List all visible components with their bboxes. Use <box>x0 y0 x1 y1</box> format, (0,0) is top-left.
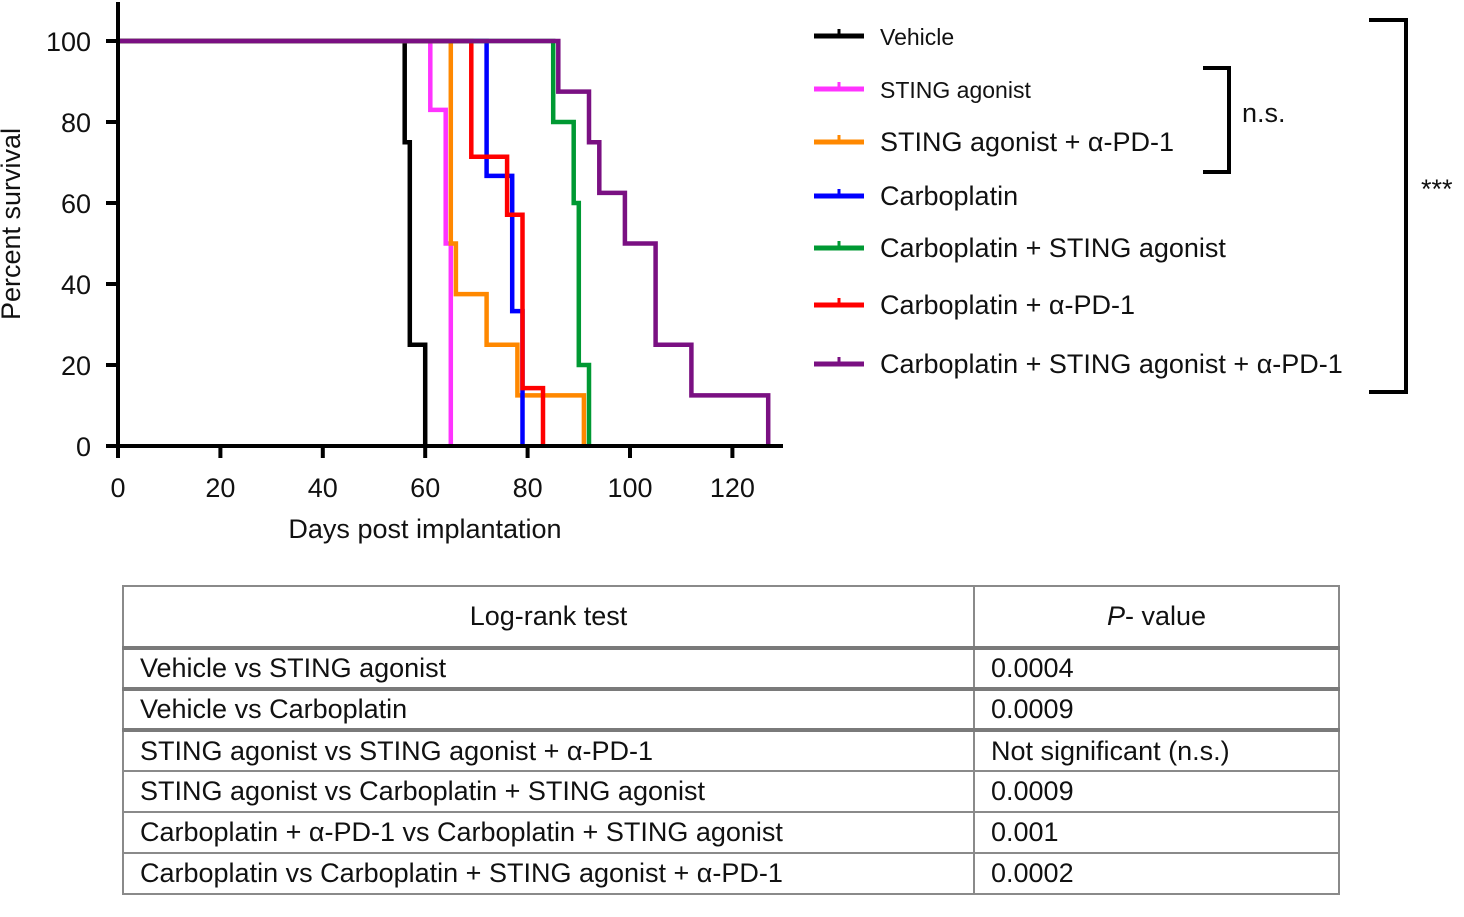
test-cell: Vehicle vs Carboplatin <box>122 687 975 731</box>
ns-bracket <box>1203 66 1231 174</box>
test-cell: Carboplatin vs Carboplatin + STING agoni… <box>122 852 975 895</box>
ticks: 0 20 40 60 80 100 120 0 20 40 60 80 100 <box>46 27 755 503</box>
legend-label: Carboplatin + α-PD-1 <box>880 290 1135 320</box>
series-line-2 <box>118 38 587 446</box>
y-tick-label: 80 <box>61 108 91 138</box>
plot-lines <box>118 38 771 446</box>
pvalue-cell: 0.0009 <box>973 687 1340 731</box>
stars-label: *** <box>1421 174 1453 204</box>
survival-chart: 0 20 40 60 80 100 120 0 20 40 60 80 100 Days post im… <box>0 2 1453 544</box>
series-line-6 <box>118 38 771 446</box>
x-tick-label: 20 <box>205 473 235 503</box>
pvalue-cell: 0.0009 <box>973 770 1340 813</box>
stars-bracket <box>1369 18 1408 394</box>
logrank-table-container: Log-rank test P- value Vehicle vs STING … <box>122 585 1340 895</box>
x-tick-label: 40 <box>308 473 338 503</box>
header-test: Log-rank test <box>122 585 975 649</box>
header-p-italic: P <box>1106 601 1125 631</box>
ns-label: n.s. <box>1242 98 1286 128</box>
logrank-table: Log-rank test P- value Vehicle vs STING … <box>122 585 1340 895</box>
table-row: STING agonist vs Carboplatin + STING ago… <box>122 770 1340 813</box>
legend-label: Carboplatin <box>880 181 1018 211</box>
x-tick-label: 60 <box>410 473 440 503</box>
legend-label: STING agonist <box>880 77 1031 103</box>
table-row: Vehicle vs STING agonist 0.0004 <box>122 646 1340 690</box>
y-tick-label: 60 <box>61 189 91 219</box>
y-tick-label: 0 <box>76 432 91 462</box>
table-row: STING agonist vs STING agonist + α-PD-1 … <box>122 728 1340 772</box>
table-row: Carboplatin + α-PD-1 vs Carboplatin + ST… <box>122 811 1340 854</box>
x-tick-label: 80 <box>513 473 543 503</box>
x-tick-label: 0 <box>110 473 125 503</box>
x-tick-label: 120 <box>710 473 755 503</box>
x-tick-label: 100 <box>607 473 652 503</box>
series-line-0 <box>118 38 428 446</box>
test-cell: STING agonist vs STING agonist + α-PD-1 <box>122 728 975 772</box>
pvalue-cell: Not significant (n.s.) <box>973 728 1340 772</box>
y-tick-label: 100 <box>46 27 91 57</box>
table-row: Vehicle vs Carboplatin 0.0009 <box>122 687 1340 731</box>
header-pvalue: P- value <box>973 585 1340 649</box>
pvalue-cell: 0.001 <box>973 811 1340 854</box>
legend-label: Carboplatin + STING agonist + α-PD-1 <box>880 349 1343 379</box>
test-cell: Carboplatin + α-PD-1 vs Carboplatin + ST… <box>122 811 975 854</box>
legend-label: STING agonist + α-PD-1 <box>880 127 1174 157</box>
y-tick-label: 20 <box>61 351 91 381</box>
legend: Vehicle STING agonist STING agonist + α-PD… <box>814 24 1343 379</box>
test-cell: Vehicle vs STING agonist <box>122 646 975 690</box>
series-line-3 <box>118 38 525 446</box>
series-line-4 <box>118 38 592 446</box>
pvalue-cell: 0.0004 <box>973 646 1340 690</box>
y-tick-label: 40 <box>61 270 91 300</box>
header-p-rest: - value <box>1124 601 1207 631</box>
pvalue-cell: 0.0002 <box>973 852 1340 895</box>
y-axis-label: Percent survival <box>0 128 26 320</box>
axes <box>116 2 783 448</box>
table-header-row: Log-rank test P- value <box>122 585 1340 649</box>
test-cell: STING agonist vs Carboplatin + STING ago… <box>122 770 975 813</box>
legend-label: Vehicle <box>880 24 954 50</box>
legend-label: Carboplatin + STING agonist <box>880 233 1226 263</box>
series-line-5 <box>118 38 546 446</box>
significance-brackets: n.s. *** <box>1203 18 1453 394</box>
x-axis-label: Days post implantation <box>288 514 561 544</box>
table-row: Carboplatin vs Carboplatin + STING agoni… <box>122 852 1340 895</box>
series-line-1 <box>118 38 454 446</box>
